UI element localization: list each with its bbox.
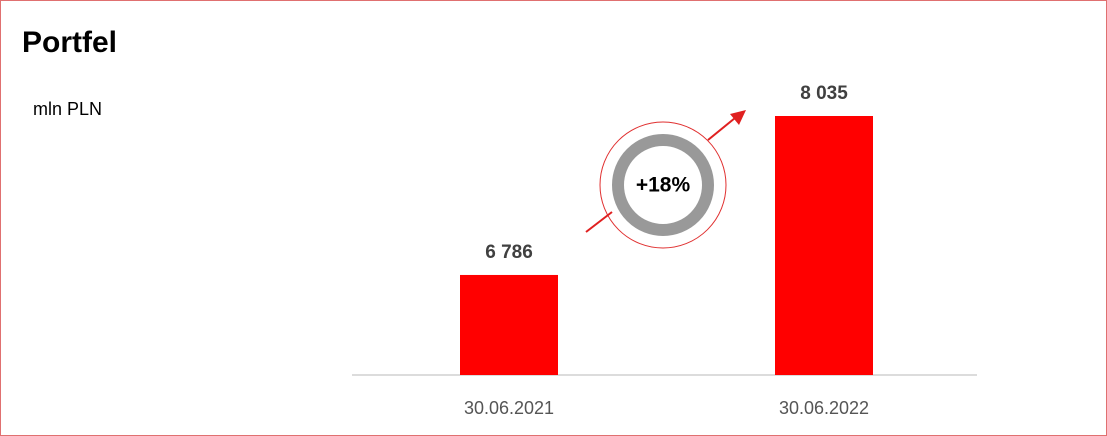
x-tick-label: 30.06.2022 [779, 398, 869, 418]
bar [775, 116, 873, 375]
badge-ring [612, 134, 714, 236]
chart-subtitle: mln PLN [33, 99, 102, 119]
value-label: 6 786 [485, 242, 533, 263]
bar [460, 274, 558, 375]
arrow-tail [585, 211, 613, 233]
x-tick-label: 30.06.2021 [464, 398, 554, 418]
arrow-head-line [707, 117, 736, 141]
growth-label: +18% [636, 174, 691, 197]
arrow-head [730, 110, 746, 125]
value-label: 8 035 [800, 83, 848, 104]
growth-badge: +18% [585, 110, 746, 249]
chart-title: Portfel [22, 26, 117, 59]
